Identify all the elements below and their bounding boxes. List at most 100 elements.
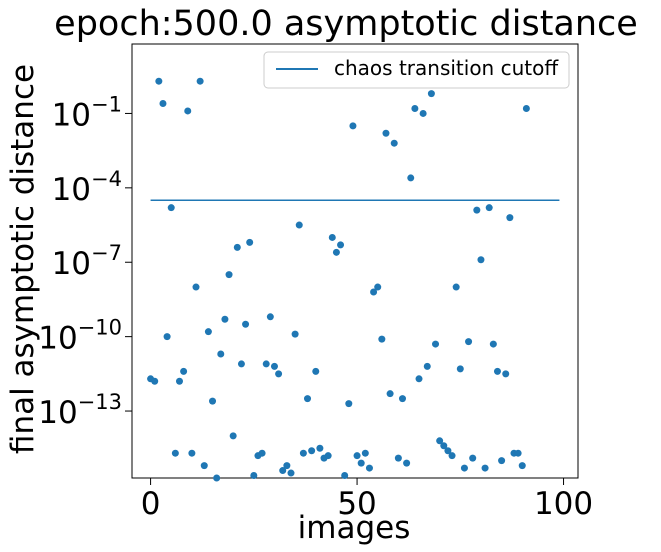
data-point [361,449,369,457]
data-point [411,104,419,112]
data-point [452,283,460,291]
data-point [460,464,468,472]
legend-label: chaos transition cutoff [334,56,559,80]
y-axis-label: final asymptotic distance [5,64,41,454]
data-point [357,459,365,467]
data-point [221,315,229,323]
data-point [204,328,212,336]
data-point [304,395,312,403]
y-tick-label: 10−4 [52,167,122,208]
data-point [209,397,217,405]
data-point [489,340,497,348]
data-point [184,107,192,115]
data-point [246,238,254,246]
legend: chaos transition cutoff [263,51,570,89]
data-point [465,338,473,346]
data-point [213,474,221,482]
x-tick-label: 100 [534,486,593,522]
data-point [493,367,501,375]
data-point [270,362,278,370]
data-point [229,432,237,440]
data-point [518,462,526,470]
data-point [308,447,316,455]
data-point [192,283,200,291]
data-point [374,283,382,291]
data-point [159,100,167,108]
data-point [353,452,361,460]
data-point [506,214,514,222]
x-axis-label: images [298,510,411,546]
data-point [217,350,225,358]
data-point [163,333,171,341]
y-tick-label: 10−7 [52,241,122,282]
data-point [436,437,444,445]
data-point [275,370,283,378]
y-tick-label: 10−1 [52,92,122,133]
data-point [328,233,336,241]
data-point [299,449,307,457]
data-point [440,442,448,450]
data-point [349,122,357,130]
data-point [448,452,456,460]
data-point [432,340,440,348]
data-point [502,370,510,378]
data-point [155,77,163,85]
data-point [180,367,188,375]
chart-title: epoch:500.0 asymptotic distance [54,4,638,44]
data-point [382,129,390,137]
data-point [295,221,303,229]
data-point [498,457,506,465]
x-tick-label: 50 [337,486,376,522]
data-point [175,377,183,385]
plot-area [131,43,579,479]
data-point [242,320,250,328]
plot-frame [131,43,579,479]
data-point [473,206,481,214]
y-tick-label: 10−13 [38,390,122,431]
data-point [345,400,353,408]
data-point [188,449,196,457]
data-point [370,288,378,296]
data-point [316,444,324,452]
data-point [262,360,270,368]
data-point [196,77,204,85]
data-point [332,248,340,256]
x-tick-label: 0 [141,486,161,522]
data-point [427,90,435,98]
data-point [403,459,411,467]
data-point [444,447,452,455]
data-point [324,452,332,460]
data-point [477,256,485,264]
data-point [151,377,159,385]
data-point [485,204,493,212]
data-point [233,243,241,251]
y-tick-label: 10−10 [38,316,122,357]
legend-box [263,51,570,89]
data-point [394,454,402,462]
scatter-points [147,77,530,482]
data-point [250,472,258,480]
data-point [415,375,423,383]
data-point [225,271,233,279]
data-point [378,335,386,343]
data-point [419,109,427,117]
data-point [279,467,287,475]
data-point [312,367,320,375]
data-point [258,449,266,457]
data-point [456,365,464,373]
data-point [522,104,530,112]
data-point [237,360,245,368]
data-point [514,449,522,457]
data-point [200,462,208,470]
data-point [266,313,274,321]
data-point [481,464,489,472]
data-point [337,241,345,249]
data-point [423,362,431,370]
data-point [287,469,295,477]
data-point [291,330,299,338]
data-point [386,390,394,398]
data-point [390,139,398,147]
data-point [398,395,406,403]
data-point [407,174,415,182]
